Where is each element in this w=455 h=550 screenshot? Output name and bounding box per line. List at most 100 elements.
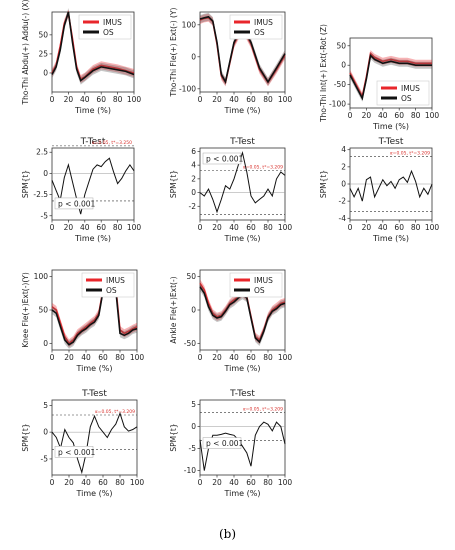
x-tick-label: 60	[246, 223, 256, 232]
annotation-box	[54, 197, 94, 210]
legend-label: OS	[401, 94, 412, 103]
plot-frame	[51, 399, 138, 476]
legend-label: IMUS	[106, 276, 125, 285]
chart-t_rot: T-Test 0 20 40 60 80 100 -4 -2 0 2 4 Time (%) SPM{t} α…	[319, 137, 439, 243]
spm-curve	[51, 411, 138, 475]
x-tick-label: 40	[229, 353, 239, 362]
x-tick-label: 80	[115, 478, 125, 487]
y-tick-label: 0	[191, 422, 196, 431]
y-tick-label: 0	[341, 61, 346, 70]
y-tick-label: 2	[341, 162, 346, 171]
x-tick-label: 100	[278, 95, 293, 104]
chart-t_abdu: T-Test 0 20 40 60 80 100 -5 -2.5 0 2.5 Time (%) SPM{…	[21, 137, 141, 243]
series-line-imus	[51, 275, 138, 345]
x-tick-label: 80	[113, 95, 123, 104]
plot-frame	[51, 147, 135, 221]
y-tick-label: 0	[191, 188, 196, 197]
x-tick-label: 60	[394, 223, 404, 232]
y-axis-label: SPM{t}	[319, 170, 328, 198]
series-band	[52, 8, 134, 85]
x-tick-label: 40	[229, 478, 239, 487]
x-tick-label: 60	[96, 95, 106, 104]
series-line-os	[51, 276, 138, 346]
y-axis-label: SPM{t}	[169, 423, 178, 451]
figure-caption: (b)	[218, 527, 237, 541]
y-tick-label: -5	[189, 444, 197, 453]
x-tick-label: 60	[246, 353, 256, 362]
x-axis-label: Time (%)	[76, 489, 113, 498]
x-tick-label: 80	[263, 478, 273, 487]
x-tick-label: 40	[229, 95, 239, 104]
legend-box	[229, 14, 283, 40]
x-tick-label: 20	[64, 478, 74, 487]
x-axis-label: Time (%)	[224, 106, 261, 115]
x-tick-label: 40	[81, 353, 91, 362]
chart-t_ankle: T-Test 0 20 40 60 80 100 -10 -5 0 5 Time (%) SPM{t} α…	[169, 389, 292, 498]
y-tick-label: -50	[334, 80, 346, 89]
x-tick-label: 40	[81, 478, 91, 487]
x-tick-label: 100	[278, 223, 293, 232]
x-tick-label: 100	[130, 478, 145, 487]
x-tick-label: 20	[64, 353, 74, 362]
x-tick-label: 20	[64, 95, 74, 104]
y-tick-label: 5	[43, 401, 48, 410]
x-tick-label: 0	[50, 353, 55, 362]
x-tick-label: 60	[98, 478, 108, 487]
legend-box	[376, 80, 430, 106]
x-tick-label: 100	[425, 111, 440, 120]
x-tick-label: 0	[198, 478, 203, 487]
p-value-annotation: p < 0.001	[58, 199, 96, 208]
p-value-annotation: p < 0.001	[58, 448, 96, 457]
y-tick-label: -2	[189, 202, 197, 211]
spm-curve	[51, 157, 135, 215]
x-tick-label: 100	[278, 353, 293, 362]
y-tick-label: 0	[191, 52, 196, 61]
y-tick-label: -5	[41, 211, 49, 220]
y-tick-label: 2.5	[36, 148, 48, 157]
x-tick-label: 60	[98, 353, 108, 362]
legend-label: IMUS	[401, 84, 420, 93]
annotation-box	[202, 152, 242, 165]
y-tick-label: -2	[339, 197, 347, 206]
y-tick-label: -4	[339, 214, 347, 223]
x-tick-label: 20	[212, 353, 222, 362]
x-tick-label: 40	[80, 223, 90, 232]
x-tick-label: 100	[278, 478, 293, 487]
series-line-os	[199, 15, 286, 85]
chart-knee: 0 20 40 60 80 100 0 50 100 Time (%) Knee Fle(+)Ext…	[21, 269, 144, 373]
x-tick-label: 60	[394, 111, 404, 120]
y-axis-label: SPM{t}	[21, 170, 30, 198]
legend-label: IMUS	[254, 18, 273, 27]
x-tick-label: 60	[96, 223, 106, 232]
x-tick-label: 0	[198, 95, 203, 104]
x-tick-label: 60	[246, 95, 256, 104]
legend-label: IMUS	[103, 18, 122, 27]
x-tick-label: 0	[50, 223, 55, 232]
y-tick-label: 100	[182, 20, 197, 29]
y-tick-label: 0	[43, 68, 48, 77]
chart-title: T-Test	[229, 137, 255, 147]
x-tick-label: 20	[212, 223, 222, 232]
threshold-label: α=0.05, t*=3.209	[95, 409, 135, 415]
x-axis-label: Time (%)	[224, 489, 261, 498]
x-tick-label: 80	[411, 223, 421, 232]
y-tick-label: -100	[329, 100, 346, 109]
y-axis-label: SPM{t}	[169, 170, 178, 198]
plot-frame	[199, 147, 286, 221]
x-axis-label: Time (%)	[74, 106, 111, 115]
legend-label: OS	[106, 286, 117, 295]
x-tick-label: 20	[212, 95, 222, 104]
x-tick-label: 40	[378, 223, 388, 232]
y-tick-label: 50	[38, 306, 48, 315]
y-tick-label: 100	[34, 272, 49, 281]
plot-frame	[199, 11, 286, 93]
p-value-annotation: p < 0.001	[206, 155, 244, 164]
x-tick-label: 100	[127, 95, 142, 104]
y-axis-label: SPM{t}	[21, 423, 30, 451]
y-tick-label: 50	[186, 272, 196, 281]
x-tick-label: 40	[229, 223, 239, 232]
y-tick-label: 50	[38, 30, 48, 39]
legend-box	[78, 14, 132, 40]
x-tick-label: 0	[348, 111, 353, 120]
y-axis-label: Tho-Thi Fle(+) Ext(-) (Y)	[169, 7, 178, 97]
